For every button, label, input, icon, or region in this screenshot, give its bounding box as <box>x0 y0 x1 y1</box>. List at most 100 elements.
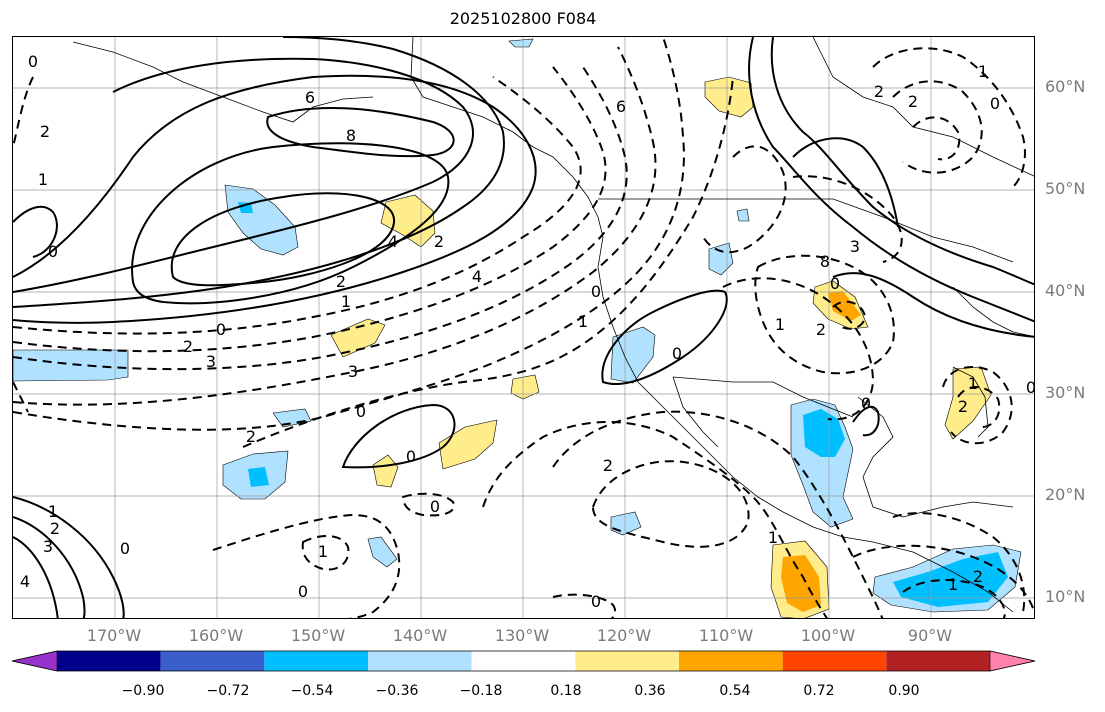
graticule <box>13 37 1034 618</box>
contour-line <box>792 137 899 228</box>
contour-label: 0 <box>591 592 601 611</box>
colorbar-cell <box>679 651 783 671</box>
contour-line <box>13 76 34 148</box>
shade-blue-area <box>708 242 734 276</box>
lon-label-100w: 100°W <box>800 626 856 645</box>
lon-label-170w: 170°W <box>86 626 142 645</box>
colorbar-tick-label: 0.54 <box>719 683 751 699</box>
contour-label: 1 <box>48 502 58 521</box>
contour-label: 3 <box>43 537 53 556</box>
contour-line <box>601 289 728 386</box>
contour-line <box>552 593 617 618</box>
shade-blue-area <box>610 511 642 536</box>
contour-line <box>892 80 983 174</box>
map-canvas: 0 2 1 6 8 4 2 1 0 2 3 0 6 4 2 3 0 2 0 0 … <box>13 37 1035 618</box>
contour-line <box>13 74 537 324</box>
contour-line <box>872 47 1026 188</box>
map-title: 2025102800 F084 <box>449 9 597 28</box>
contour-line <box>792 175 903 263</box>
colorbar-cell <box>368 651 472 671</box>
colorbar-tick-label: 0.90 <box>888 683 920 699</box>
contour-line <box>552 410 884 618</box>
contour-label: 4 <box>20 572 30 591</box>
contour-line <box>341 403 456 469</box>
contour-label: 1 <box>978 62 988 81</box>
shade-yellow-area <box>372 454 399 488</box>
contour-line <box>754 254 895 375</box>
shade-yellow-area <box>944 366 992 440</box>
contour-label: 3 <box>348 362 358 381</box>
contour-label: 8 <box>820 252 830 271</box>
colorbar-tick-label: 0.36 <box>634 683 666 699</box>
contour-label: 1 <box>948 575 958 594</box>
contour-label: 6 <box>616 97 626 116</box>
contour-label: 0 <box>591 282 601 301</box>
contour-label: 1 <box>968 374 978 393</box>
contour-line <box>748 37 1034 323</box>
contours-solid <box>13 37 1034 618</box>
colorbar-tick-label: −0.36 <box>375 683 419 699</box>
lat-label-10n: 10°N <box>1045 587 1086 606</box>
colorbar-cell <box>264 651 368 671</box>
colorbar-extend-low <box>11 650 58 672</box>
shade-blue-area <box>736 208 750 222</box>
colorbar-tick-label: 0.18 <box>550 683 582 699</box>
contour-line <box>242 76 734 448</box>
contour-label: 0 <box>1026 378 1035 397</box>
contour-line <box>957 386 1001 429</box>
contour-label: 3 <box>850 237 860 256</box>
contour-labels: 0 2 1 6 8 4 2 1 0 2 3 0 6 4 2 3 0 2 0 0 … <box>20 52 1035 611</box>
contour-line <box>482 421 828 618</box>
contour-line <box>722 277 875 421</box>
contour-line <box>212 513 401 618</box>
lon-label-130w: 130°W <box>494 626 550 645</box>
us-mexico-border <box>672 376 854 418</box>
colorbar-extend-high <box>989 650 1036 672</box>
contour-label: 0 <box>830 274 840 293</box>
contour-label: 0 <box>406 447 416 466</box>
colorbar-cell <box>471 651 576 671</box>
contour-label: 6 <box>305 88 315 107</box>
contour-label: 2 <box>336 272 346 291</box>
contour-line <box>832 272 1034 338</box>
contour-label: 0 <box>120 539 130 558</box>
contour-label: 0 <box>990 94 1000 113</box>
contour-label: 1 <box>768 528 778 547</box>
lon-label-140w: 140°W <box>392 626 448 645</box>
contour-line <box>401 492 455 517</box>
contour-label: 2 <box>973 567 983 586</box>
colorbar-tick-label: −0.18 <box>459 683 503 699</box>
lon-label-120w: 120°W <box>596 626 652 645</box>
contour-label: 1 <box>341 292 351 311</box>
contour-line <box>13 496 125 618</box>
colorbar-cell <box>782 651 887 671</box>
contour-label: 2 <box>816 320 826 339</box>
shading-negative <box>13 38 1022 613</box>
lon-label-110w: 110°W <box>698 626 754 645</box>
colorbar-cell <box>160 651 265 671</box>
lat-label-60n: 60°N <box>1045 77 1086 96</box>
colorbar <box>11 650 1036 672</box>
aleutian-coast <box>72 41 374 123</box>
contour-line <box>13 37 505 308</box>
map-panel: 0 2 1 6 8 4 2 1 0 2 3 0 6 4 2 3 0 2 0 0 … <box>12 36 1035 619</box>
contour-label: 0 <box>298 582 308 601</box>
contour-label: 0 <box>861 394 871 413</box>
contour-label: 1 <box>775 315 785 334</box>
contour-label: 2 <box>183 337 193 356</box>
hudson-coast <box>812 37 1034 177</box>
lon-label-160w: 160°W <box>188 626 244 645</box>
contour-label: 2 <box>908 92 918 111</box>
shade-blue-area <box>13 349 129 382</box>
contour-line <box>702 145 787 254</box>
shade-blue-area <box>508 38 534 48</box>
contour-label: 0 <box>28 52 38 71</box>
shade-yellow-area <box>380 194 436 248</box>
shade-yellow-area <box>510 374 540 400</box>
lon-label-150w: 150°W <box>290 626 346 645</box>
contour-line <box>13 516 86 618</box>
contour-label: 1 <box>318 542 328 561</box>
colorbar-cell <box>886 651 990 671</box>
lat-label-20n: 20°N <box>1045 485 1086 504</box>
contour-label: 3 <box>206 352 216 371</box>
